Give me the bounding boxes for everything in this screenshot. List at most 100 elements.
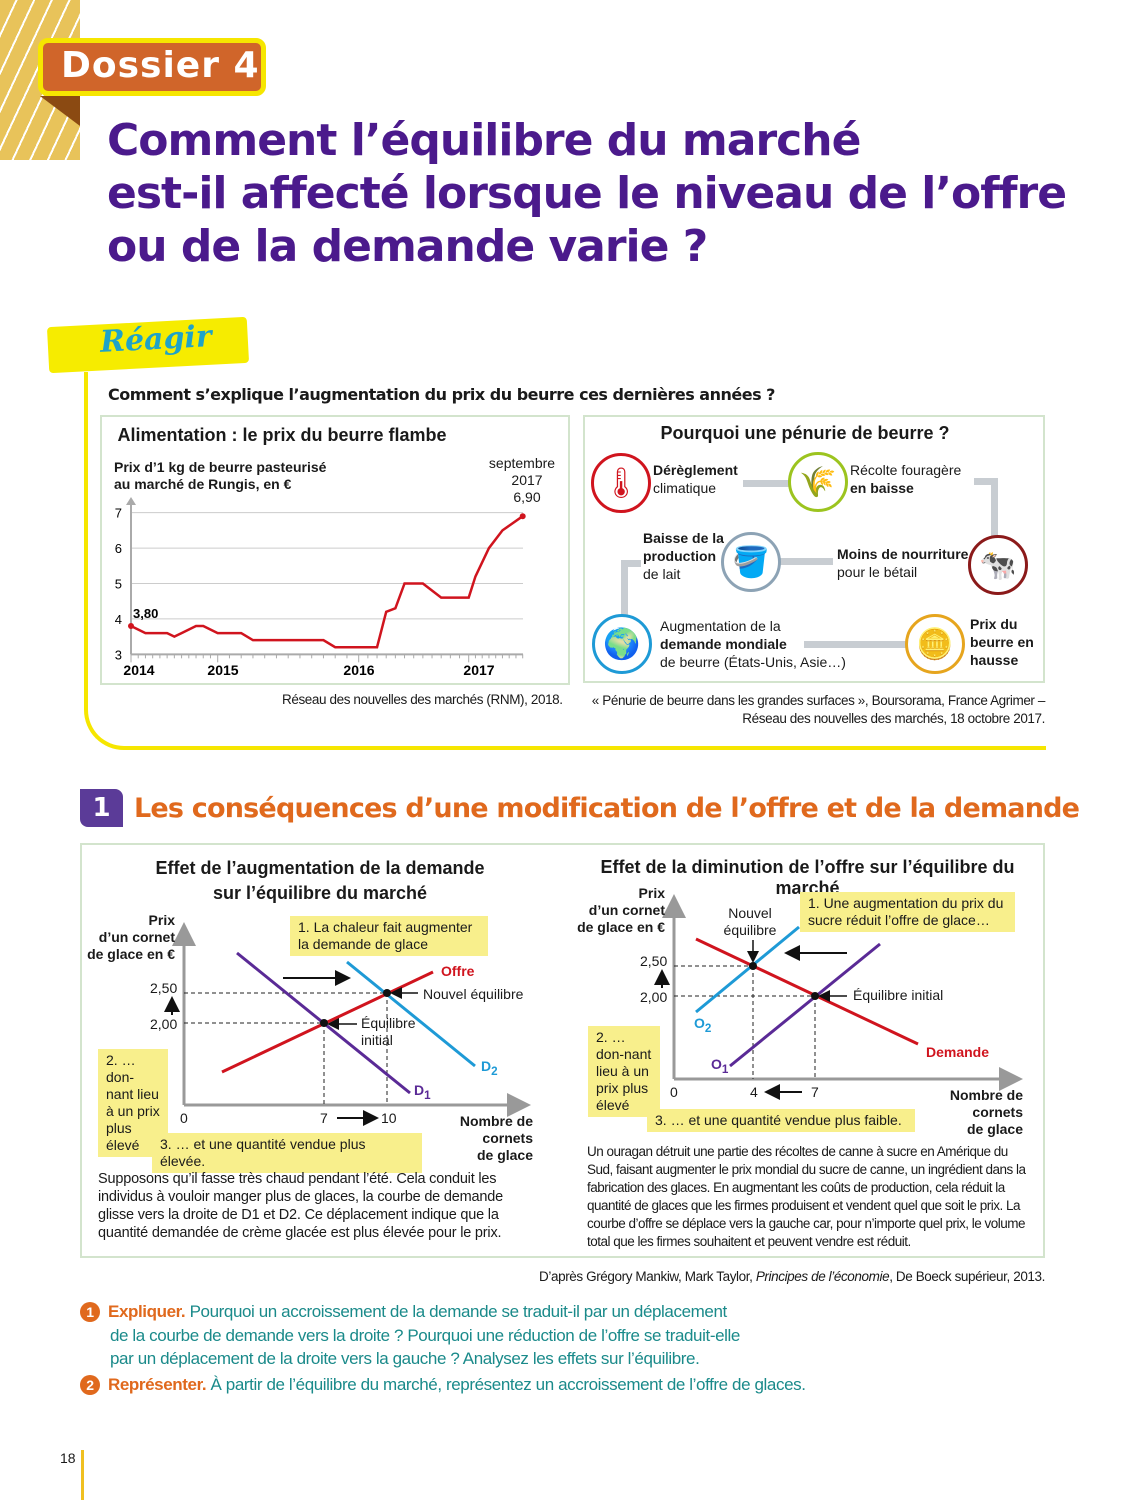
penurie-source: « Pénurie de beurre dans les grandes sur… [583,692,1046,728]
left-diagram-title: Effet de l’augmentation de la demande su… [110,856,530,906]
data-point [128,623,134,629]
y-axis-label: Prix d’un cornet de glace en € [85,912,175,963]
x-tick-label: 2015 [207,662,238,678]
label-line: Prix [638,885,665,901]
source-line: « Pénurie de beurre dans les grandes sur… [591,693,1046,708]
note-3: 3. … et une quantité vendue plus faible. [647,1109,915,1132]
source-book-title: Principes de l’économie [755,1269,890,1284]
item-lait: Baisse de la production de lait [643,529,728,583]
y-tick-label: 3 [115,647,122,662]
y-axis-label: Prix d’un cornet de glace en € [570,885,665,936]
chart-ylabel: Prix d’1 kg de beurre pasteurisé au marc… [114,459,327,492]
demand-shift-diagram [164,922,531,1126]
item-demande: Augmentation de la demande mondiale de beu… [660,617,846,671]
y-tick: 2,50 [640,953,668,969]
label-line: de glace en € [87,946,175,962]
x-tick: 7 [320,1110,328,1126]
connector [778,558,833,565]
item-text: de beurre (États-Unis, Asie…) [660,654,846,670]
label-line: de glace [476,1147,533,1163]
end-annotation: septembre 2017 6,90 [482,455,562,506]
connector [621,560,641,567]
label-line: initial [361,1032,393,1048]
question-keyword: Représenter. [108,1375,207,1394]
end-value: 6,90 [513,489,541,505]
question-1: 1 Expliquer. Pourquoi un accroissement de… [80,1300,740,1371]
supply-shift-diagram [654,894,1023,1100]
y-tick: 2,00 [150,1016,178,1032]
label-line: d’un cornet [588,902,665,918]
item-text: Récolte fouragère [850,462,962,478]
butter-chart-box: Alimentation : le prix du beurre flambe … [100,415,570,685]
item-text: de lait [643,566,681,582]
grass-icon: 🌾 [788,452,848,512]
title-line: Effet de l’augmentation de la demande [155,858,485,878]
milk-bucket-icon: 🪣 [721,532,781,592]
item-bold: Moins de nourriture [837,546,969,562]
note-3: 3. … et une quantité vendue plus élevée. [152,1133,422,1173]
d2-sub: 2 [491,1064,498,1078]
item-text: climatique [653,480,717,496]
section-number: 1 [80,789,123,827]
dossier-badge: Dossier 4 [38,38,266,96]
data-point [519,513,526,520]
title-line: ou de la demande varie ? [107,221,708,272]
end-label-year: 2017 [511,472,543,488]
new-equilibrium-point [749,962,757,970]
x-tick: 4 [750,1084,758,1100]
label-line: Nouvel [728,905,772,921]
price-line [130,515,524,649]
x-tick-label: 2014 [123,662,154,678]
x-axis-label: Nombre de cornets de glace [440,1113,533,1164]
left-explanation: Supposons qu’il fasse très chaud pendant… [98,1171,503,1241]
x-tick-label: 2016 [343,662,374,678]
title-line: sur l’équilibre du marché [212,883,428,903]
reagir-frame [84,372,1046,750]
title-line: est-il affecté lorsque le niveau de l’of… [107,168,1067,219]
connector [804,641,909,648]
connector [974,478,994,485]
x-tick: 0 [180,1110,188,1126]
section-source: D’après Grégory Mankiw, Mark Taylor, Pri… [300,1269,1045,1284]
badge-fold [40,96,80,126]
o1-curve [729,942,881,1068]
demande-label: Demande [926,1044,990,1060]
coins-icon: 🪙 [905,614,965,674]
question-number: 2 [80,1375,100,1395]
d2-label: D2 [481,1058,498,1080]
note-1: 1. La chaleur fait augmenter la demande … [290,916,488,956]
y-tick: 2,50 [150,980,178,996]
item-recolte: Récolte fouragère en baisse [850,461,961,497]
question-number: 1 [80,1302,100,1322]
initial-equilibrium-point [320,1019,328,1027]
label-line: d’un cornet [98,929,175,945]
o2-text: O [694,1015,705,1031]
penurie-title: Pourquoi une pénurie de beurre ? [660,423,950,443]
connector [621,560,628,615]
item-bold: demande mondiale [660,636,787,652]
question-text: de la courbe de demande vers la droite ?… [110,1325,740,1345]
end-label-month: septembre [488,455,556,471]
label-line: Prix [148,912,175,928]
question-keyword: Expliquer. [108,1302,186,1321]
new-equilibrium-label: Nouvel équilibre [423,986,524,1002]
globe-icon: 🌍 [592,614,652,674]
item-text: Augmentation de la [660,618,781,634]
note-1: 1. Une augmentation du prix du sucre réd… [800,892,1015,932]
item-text: pour le bétail [837,564,918,580]
item-bold: Dérèglement [653,462,738,478]
label-line: Nombre de [949,1087,1023,1103]
page-bar [81,1450,84,1500]
offre-label: Offre [441,963,475,979]
source-text: , De Boeck supérieur, 2013. [889,1269,1045,1284]
o1-sub: 1 [721,1062,729,1076]
cow-icon: 🐄 [968,535,1028,595]
d2-curve [346,960,476,1068]
initial-equilibrium-label: Équilibre initial [361,1015,415,1049]
x-tick-label: 2017 [463,662,494,678]
question-2: 2 Représenter. À partir de l’équilibre du… [80,1375,806,1395]
o2-label: O2 [694,1015,711,1037]
y-tick-label: 4 [115,612,122,627]
label-line: de glace en € [577,919,665,935]
label-line: de glace [966,1121,1023,1137]
